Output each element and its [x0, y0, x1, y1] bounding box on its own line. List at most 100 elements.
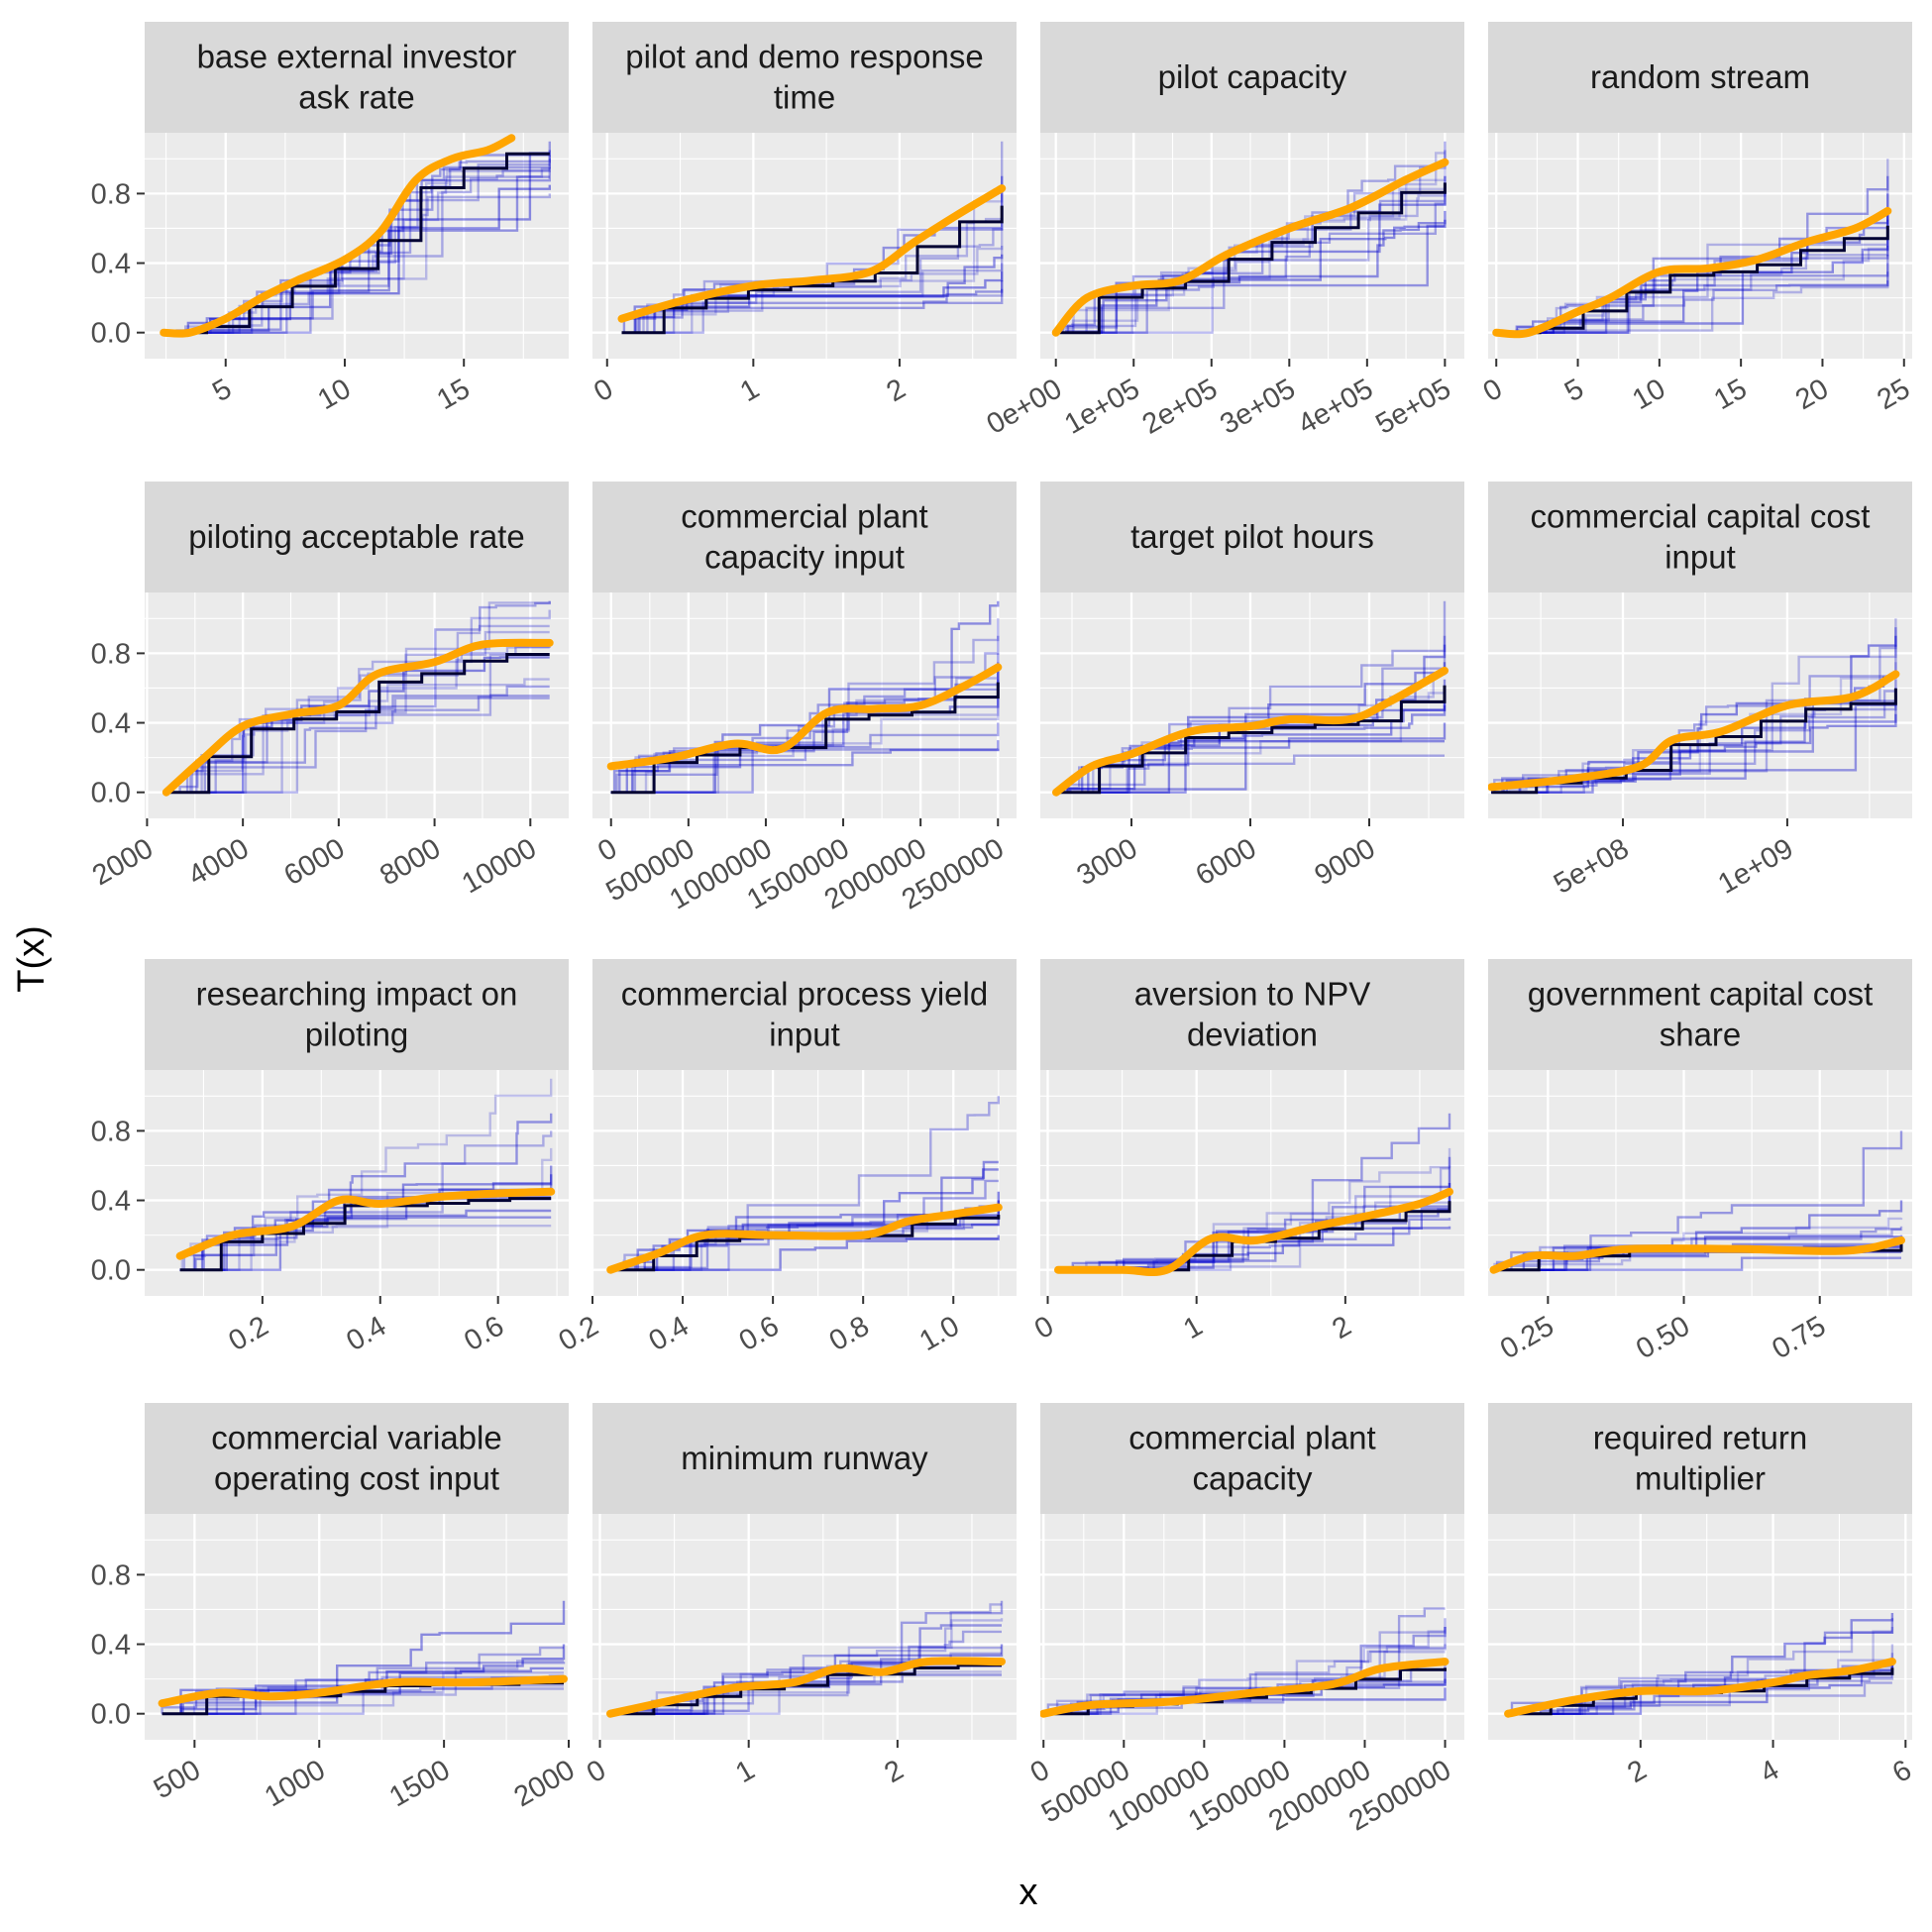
ensemble-step-line: [161, 1687, 564, 1715]
strip-title: pilot and demo response: [625, 39, 983, 75]
facet-panel: aversion to NPV deviation 0 1 2: [1029, 959, 1464, 1345]
facet-panels: base external investor ask rate 0.0 0.4 0.8 5…: [87, 22, 1917, 1838]
x-tick-label: 5: [207, 373, 237, 408]
ensemble-step-line: [163, 168, 550, 334]
data-lines: [606, 1600, 1006, 1718]
mean-step-line: [1055, 182, 1447, 335]
strip-title: commercial variable: [211, 1420, 501, 1456]
strip-title: base external investor: [197, 39, 517, 75]
x-tick-label: 1: [1178, 1310, 1208, 1345]
strip-title: capacity input: [704, 539, 905, 576]
strip-title: aversion to NPV: [1134, 976, 1370, 1013]
facet-panel: base external investor ask rate 0.0 0.4 0.8 5…: [91, 22, 569, 416]
strip-header: [592, 1403, 1017, 1514]
plot-background: [145, 592, 569, 818]
x-tick-label: 4e+05: [1293, 373, 1379, 440]
strip-title: deviation: [1187, 1017, 1318, 1053]
x-tick-label: 1: [735, 373, 765, 408]
ensemble-step-line: [165, 600, 551, 794]
smooth-curve: [1489, 1235, 1905, 1274]
y-tick-label: 0.4: [91, 1630, 131, 1662]
ensemble-step-line: [165, 695, 550, 794]
strip-title: piloting acceptable rate: [188, 518, 524, 555]
ensemble-step-line: [621, 210, 1004, 334]
ensemble-step-line: [610, 1234, 1000, 1271]
strip-title: researching impact on: [196, 976, 518, 1013]
strip-title: piloting: [305, 1017, 409, 1053]
strip-title: share: [1660, 1017, 1742, 1053]
facet-panel: target pilot hours 3000 6000 9000: [1040, 482, 1464, 892]
x-tick-label: 2000: [87, 832, 159, 892]
strip-header: [592, 482, 1017, 592]
ensemble-step-line: [1056, 688, 1447, 794]
x-tick-label: 4: [1755, 1754, 1784, 1789]
x-tick-label: 0.4: [341, 1310, 391, 1357]
mean-step-line: [1491, 688, 1897, 795]
strip-header: [145, 22, 569, 133]
facet-panel: piloting acceptable rate 0.0 0.4 0.8 2000 400…: [87, 482, 569, 900]
ensemble-step-line: [161, 1644, 566, 1715]
strip-header: [1040, 959, 1464, 1070]
data-lines: [1489, 1130, 1905, 1274]
smooth-curve: [1504, 1658, 1896, 1718]
data-lines: [1488, 618, 1900, 795]
ensemble-step-line: [1496, 210, 1889, 334]
data-lines: [175, 1078, 556, 1272]
data-lines: [161, 600, 554, 797]
x-tick-label: 1e+05: [1059, 373, 1145, 440]
strip-title: time: [774, 79, 835, 116]
facet-panel: minimum runway 0 1 2: [582, 1403, 1017, 1789]
x-tick-label: 6000: [1191, 832, 1262, 892]
mean-step-line: [610, 1664, 1002, 1716]
x-tick-label: 1.0: [914, 1310, 965, 1357]
strip-title: commercial plant: [681, 498, 927, 535]
data-lines: [160, 134, 551, 338]
facet-panel: commercial capital cost input 5e+08 1e+09: [1488, 482, 1912, 901]
smooth-curve: [175, 1187, 556, 1260]
y-tick-label: 0.0: [91, 318, 131, 350]
x-tick-label: 6000: [278, 832, 350, 892]
x-tick-label: 0.50: [1631, 1310, 1695, 1365]
ensemble-step-line: [165, 609, 551, 794]
ensemble-step-line: [1508, 1669, 1894, 1715]
ensemble-step-line: [179, 1209, 552, 1271]
strip-title: multiplier: [1635, 1460, 1766, 1497]
mean-step-line: [179, 1197, 552, 1272]
ensemble-step-line: [1493, 1228, 1901, 1271]
smooth-curve: [1051, 158, 1449, 337]
x-tick-label: 0.8: [824, 1310, 875, 1357]
ensemble-step-line: [179, 1216, 552, 1271]
smooth-curve: [1052, 666, 1449, 797]
strip-header: [145, 959, 569, 1070]
facet-panel: pilot capacity 0e+001e+052e+053e+054e+055…: [982, 22, 1464, 441]
x-tick-label: 1e+09: [1713, 832, 1799, 900]
strip-title: ask rate: [298, 79, 414, 116]
mean-step-line: [1496, 225, 1889, 335]
x-tick-label: 9000: [1310, 832, 1381, 892]
ensemble-step-line: [610, 740, 1000, 794]
ensemble-step-line: [165, 697, 550, 794]
ensemble-step-line: [163, 155, 551, 334]
x-tick-label: 15: [1709, 373, 1753, 416]
y-tick-label: 0.0: [91, 1699, 131, 1731]
plot-background: [1040, 592, 1464, 818]
x-tick-label: 0.4: [644, 1310, 695, 1357]
ensemble-step-line: [1056, 600, 1447, 794]
mean-step-line: [621, 205, 1004, 335]
smooth-curve: [606, 1657, 1006, 1718]
plot-background: [592, 1070, 1017, 1296]
ensemble-step-line: [163, 184, 551, 334]
y-axis-title: T(x): [11, 925, 53, 993]
x-tick-label: 10: [313, 373, 357, 416]
ensemble-step-line: [165, 685, 550, 794]
smooth-curve: [1488, 670, 1900, 792]
x-tick-label: 20: [1790, 373, 1834, 416]
x-tick-label: 5e+05: [1370, 373, 1456, 440]
data-lines: [1504, 1613, 1896, 1718]
smooth-curve: [1054, 1187, 1453, 1277]
ensemble-step-line: [163, 167, 551, 334]
y-tick-label: 0.8: [91, 638, 131, 670]
ensemble-step-line: [1058, 1147, 1451, 1271]
strip-title: minimum runway: [681, 1440, 928, 1476]
